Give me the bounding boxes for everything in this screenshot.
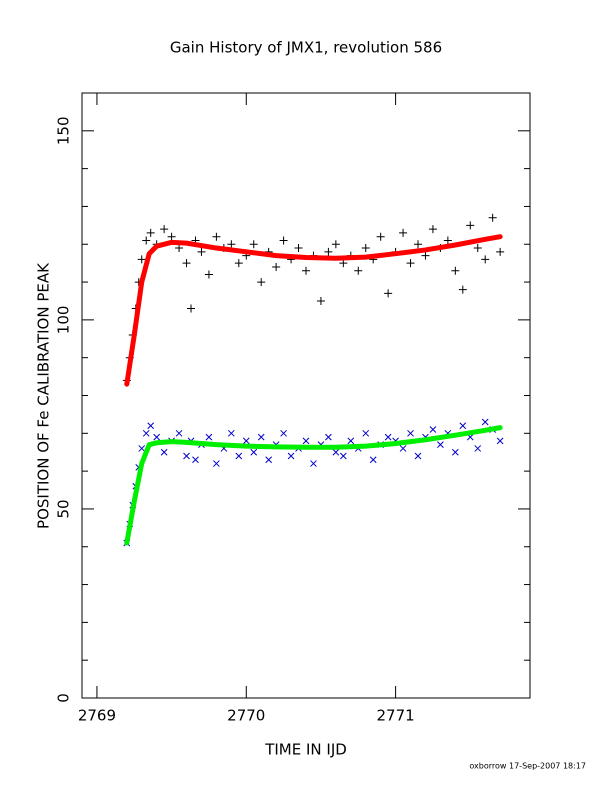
data-point (458, 285, 467, 294)
data-point (235, 452, 243, 460)
data-point (250, 448, 258, 456)
data-point (212, 232, 221, 241)
data-point (332, 448, 340, 456)
data-point (354, 266, 363, 275)
data-point (142, 236, 151, 245)
data-point (325, 433, 332, 441)
data-point (175, 429, 183, 437)
data-point (406, 259, 415, 268)
data-point (451, 266, 460, 275)
fit-line (124, 425, 503, 546)
data-point (474, 445, 482, 452)
data-point (437, 441, 444, 449)
data-point (257, 433, 265, 441)
data-point (294, 244, 303, 253)
data-point (399, 228, 408, 237)
x-tick-label: 2771 (377, 707, 415, 725)
data-point (160, 448, 168, 456)
data-point (399, 445, 407, 452)
x-tick-label: 2770 (227, 707, 265, 725)
data-point (331, 240, 340, 249)
data-point (146, 228, 155, 237)
y-tick-label: 0 (55, 693, 73, 703)
data-point (324, 247, 333, 256)
data-point (227, 240, 236, 249)
data-point (183, 452, 190, 460)
data-point (473, 244, 482, 253)
data-point (234, 259, 243, 268)
data-point (384, 433, 392, 441)
data-point (142, 429, 150, 437)
data-point (213, 460, 220, 467)
data-point (272, 262, 281, 271)
data-point (197, 247, 206, 256)
data-point (414, 240, 422, 249)
data-point (265, 456, 273, 464)
data-point (361, 244, 370, 253)
data-point (204, 270, 213, 279)
data-point (302, 437, 310, 445)
data-point (347, 437, 355, 445)
data-point (138, 445, 146, 452)
data-point (257, 278, 266, 287)
data-point (316, 296, 325, 305)
data-point (302, 266, 310, 275)
data-point (242, 437, 250, 445)
data-point (466, 221, 475, 230)
data-point (496, 247, 505, 256)
data-point (362, 429, 370, 437)
data-point (414, 452, 422, 460)
data-point (429, 426, 437, 433)
data-point (205, 433, 213, 441)
data-point (369, 456, 377, 464)
data-point (187, 304, 196, 313)
data-point (384, 289, 393, 298)
plot-frame (81, 92, 531, 699)
data-point (287, 452, 295, 460)
y-tick-label: 150 (55, 116, 73, 145)
data-point (459, 422, 467, 430)
data-point (182, 259, 191, 268)
fit-line (124, 234, 503, 387)
data-point (339, 259, 348, 268)
data-point (443, 236, 452, 245)
footer: oxborrow 17-Sep-2007 18:17 (469, 762, 586, 771)
data-point (153, 433, 161, 441)
data-point (376, 232, 385, 241)
data-point (339, 452, 347, 460)
data-point (175, 244, 184, 253)
y-tick-label: 100 (55, 306, 73, 335)
data-point (481, 418, 489, 426)
x-axis-label: TIME IN IJD (264, 741, 347, 759)
data-point (227, 429, 235, 437)
data-point (451, 448, 459, 456)
data-point (160, 225, 169, 234)
data-point (421, 251, 430, 260)
chart-title: Gain History of JMX1, revolution 586 (170, 39, 442, 57)
data-point (137, 255, 146, 264)
data-point (496, 437, 504, 445)
data-point (249, 240, 258, 249)
data-point (407, 429, 414, 437)
data-point (310, 460, 317, 467)
data-point (147, 422, 155, 430)
x-tick-label: 2769 (78, 707, 116, 725)
data-point (481, 255, 490, 264)
data-point (488, 213, 497, 222)
y-axis-label: POSITION OF Fe CALIBRATION PEAK (35, 262, 53, 529)
data-point (192, 456, 199, 464)
data-point (280, 429, 287, 437)
y-tick-label: 50 (55, 499, 73, 518)
data-point (279, 236, 288, 245)
data-point (428, 225, 437, 234)
data-point (167, 232, 176, 241)
